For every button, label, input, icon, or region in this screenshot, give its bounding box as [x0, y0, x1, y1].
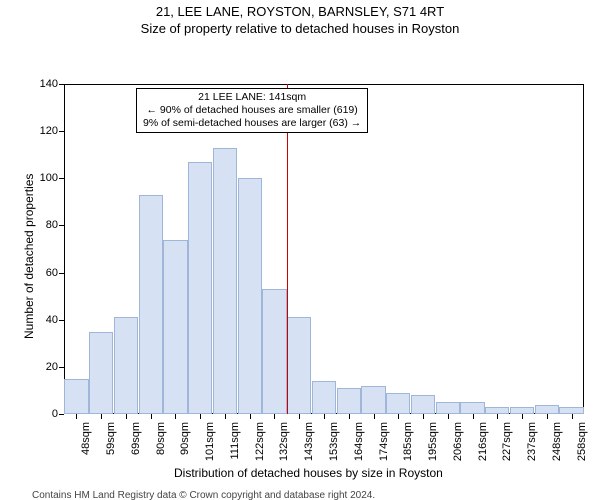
x-axis-label: Distribution of detached houses by size … — [174, 466, 443, 480]
x-tick-label: 111sqm — [229, 422, 241, 466]
y-tick-label: 120 — [30, 125, 58, 137]
y-tick-label: 140 — [30, 78, 58, 90]
y-tick — [59, 273, 64, 274]
x-tick — [76, 414, 77, 419]
x-tick — [473, 414, 474, 419]
histogram-bar — [361, 386, 385, 414]
x-tick — [374, 414, 375, 419]
x-tick-label: 227sqm — [501, 422, 513, 466]
histogram-bar — [262, 289, 286, 414]
y-tick — [59, 225, 64, 226]
x-tick-label: 185sqm — [402, 422, 414, 466]
annotation-line: 21 LEE LANE: 141sqm — [143, 91, 361, 104]
x-tick-label: 174sqm — [378, 422, 390, 466]
x-tick — [250, 414, 251, 419]
histogram-bar — [386, 393, 410, 414]
y-axis-label: Number of detached properties — [22, 174, 36, 339]
x-tick-label: 258sqm — [576, 422, 588, 466]
x-tick-label: 59sqm — [105, 422, 117, 466]
annotation-line: ← 90% of detached houses are smaller (61… — [143, 104, 361, 117]
histogram-bar — [411, 395, 435, 414]
y-tick-label: 20 — [30, 361, 58, 373]
histogram-bar — [510, 407, 534, 414]
x-tick-label: 122sqm — [254, 422, 266, 466]
y-tick — [59, 131, 64, 132]
histogram-bar — [114, 317, 138, 414]
y-tick — [59, 414, 64, 415]
y-tick-label: 0 — [30, 408, 58, 420]
x-tick-label: 48sqm — [80, 422, 92, 466]
histogram-bar — [436, 402, 460, 414]
annotation-line: 9% of semi-detached houses are larger (6… — [143, 117, 361, 130]
x-tick — [324, 414, 325, 419]
x-tick — [101, 414, 102, 419]
histogram-bar — [64, 379, 88, 414]
x-tick-label: 69sqm — [130, 422, 142, 466]
x-tick-label: 153sqm — [328, 422, 340, 466]
x-tick — [448, 414, 449, 419]
x-tick — [522, 414, 523, 419]
x-tick-label: 80sqm — [155, 422, 167, 466]
histogram-bar — [139, 195, 163, 414]
x-tick — [497, 414, 498, 419]
annotation-box: 21 LEE LANE: 141sqm← 90% of detached hou… — [136, 88, 368, 133]
histogram-bar — [238, 178, 262, 414]
x-tick — [175, 414, 176, 419]
y-tick — [59, 84, 64, 85]
y-tick — [59, 367, 64, 368]
x-tick-label: 248sqm — [551, 422, 563, 466]
histogram-chart: 020406080100120140Number of detached pro… — [8, 40, 592, 496]
histogram-bar — [337, 388, 361, 414]
y-tick — [59, 178, 64, 179]
x-tick — [572, 414, 573, 419]
histogram-bar — [485, 407, 509, 414]
x-tick — [225, 414, 226, 419]
reference-line — [287, 84, 288, 414]
x-tick — [423, 414, 424, 419]
x-tick-label: 195sqm — [427, 422, 439, 466]
x-tick — [398, 414, 399, 419]
histogram-bar — [89, 332, 113, 415]
address-title: 21, LEE LANE, ROYSTON, BARNSLEY, S71 4RT — [0, 4, 600, 19]
attribution-line: Contains HM Land Registry data © Crown c… — [32, 490, 414, 500]
x-tick-label: 206sqm — [452, 422, 464, 466]
x-tick — [349, 414, 350, 419]
x-tick — [151, 414, 152, 419]
x-tick — [200, 414, 201, 419]
histogram-bar — [287, 317, 311, 414]
x-tick — [126, 414, 127, 419]
histogram-bar — [163, 240, 187, 414]
x-tick-label: 90sqm — [179, 422, 191, 466]
y-tick — [59, 320, 64, 321]
histogram-bar — [460, 402, 484, 414]
x-tick — [547, 414, 548, 419]
x-tick-label: 143sqm — [303, 422, 315, 466]
x-tick-label: 101sqm — [204, 422, 216, 466]
x-tick-label: 132sqm — [278, 422, 290, 466]
histogram-bar — [213, 148, 237, 414]
x-tick — [274, 414, 275, 419]
histogram-bar — [559, 407, 583, 414]
x-tick-label: 237sqm — [526, 422, 538, 466]
x-tick-label: 164sqm — [353, 422, 365, 466]
chart-subtitle: Size of property relative to detached ho… — [0, 21, 600, 36]
histogram-bar — [535, 405, 559, 414]
histogram-bar — [312, 381, 336, 414]
attribution-text: Contains HM Land Registry data © Crown c… — [32, 490, 414, 500]
histogram-bar — [188, 162, 212, 414]
x-tick — [299, 414, 300, 419]
x-tick-label: 216sqm — [477, 422, 489, 466]
